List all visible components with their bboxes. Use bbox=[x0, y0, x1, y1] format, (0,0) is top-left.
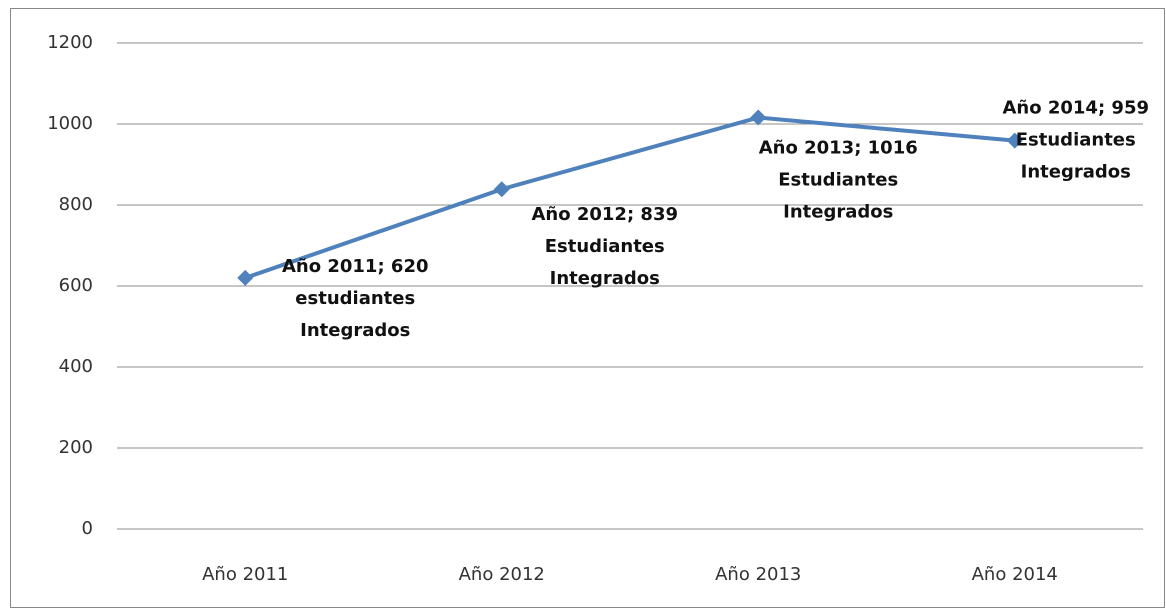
data-label: Año 2012; 839 bbox=[531, 204, 678, 225]
data-label: estudiantes bbox=[295, 288, 415, 309]
data-label: Estudiantes bbox=[778, 170, 898, 191]
y-tick-label: 1200 bbox=[47, 32, 93, 53]
x-tick-label: Año 2012 bbox=[459, 564, 545, 585]
data-label: Integrados bbox=[783, 202, 893, 223]
data-label: Integrados bbox=[300, 320, 410, 341]
line bbox=[244, 115, 1015, 280]
x-tick-label: Año 2011 bbox=[202, 564, 288, 585]
marker bbox=[1006, 132, 1023, 149]
data-label: Integrados bbox=[550, 268, 660, 289]
data-label: Año 2013; 1016 bbox=[759, 138, 918, 159]
data-label: Estudiantes bbox=[1016, 130, 1136, 151]
y-tick-label: 200 bbox=[59, 437, 93, 458]
data-label: Estudiantes bbox=[545, 236, 665, 257]
x-tick-label: Año 2013 bbox=[715, 564, 801, 585]
y-tick-label: 400 bbox=[59, 356, 93, 377]
marker bbox=[493, 181, 510, 198]
data-label: Integrados bbox=[1021, 162, 1131, 183]
chart-frame bbox=[10, 8, 1165, 608]
marker bbox=[237, 269, 254, 286]
y-tick-label: 1000 bbox=[47, 113, 93, 134]
data-label: Año 2011; 620 bbox=[282, 256, 429, 277]
marker bbox=[750, 109, 767, 126]
y-tick-label: 800 bbox=[59, 194, 93, 215]
data-label: Año 2014; 959 bbox=[1002, 98, 1149, 119]
y-tick-label: 600 bbox=[59, 275, 93, 296]
x-tick-label: Año 2014 bbox=[972, 564, 1058, 585]
y-tick-label: 0 bbox=[82, 518, 93, 539]
